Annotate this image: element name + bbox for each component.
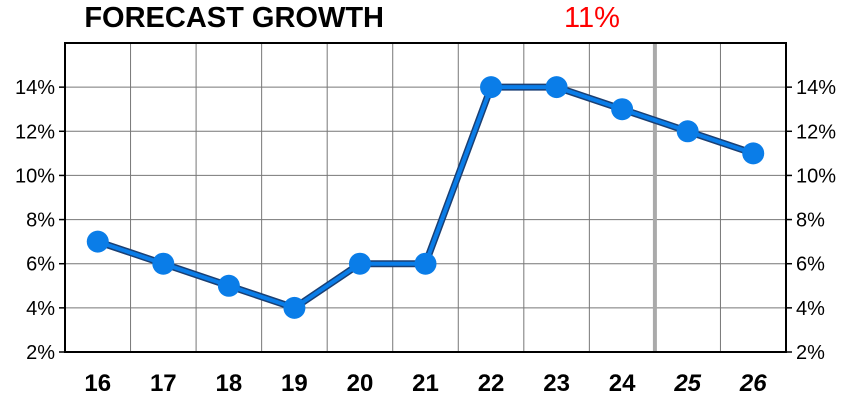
x-tick-label: 17: [150, 370, 177, 397]
data-point: [742, 142, 765, 165]
x-tick-label: 18: [216, 370, 243, 397]
plot-frame: [64, 42, 787, 353]
x-tick-label: 23: [543, 370, 570, 397]
y-tick-label-right: 10%: [796, 165, 836, 187]
x-tick-label: 25: [673, 370, 701, 397]
y-axis-left: 2% 4% 6% 8% 10% 12% 14%: [15, 77, 65, 364]
y-tick-label-left: 14%: [15, 77, 55, 99]
grid-lines: [65, 43, 786, 352]
x-tick-label: 26: [739, 370, 767, 397]
data-point: [545, 76, 568, 99]
data-point: [348, 252, 371, 275]
x-tick-label: 20: [347, 370, 374, 397]
y-tick-label-right: 12%: [796, 121, 836, 143]
data-point: [414, 252, 437, 275]
y-tick-label-left: 2%: [26, 342, 55, 364]
x-tick-label: 21: [412, 370, 439, 397]
y-tick-label-left: 8%: [26, 210, 55, 232]
data-point: [86, 230, 109, 253]
x-tick-label: 22: [478, 370, 505, 397]
x-tick-label: 24: [609, 370, 636, 397]
y-tick-label-right: 6%: [796, 254, 825, 276]
y-tick-label-left: 6%: [26, 254, 55, 276]
series-layer: [86, 76, 765, 319]
chart-title-value: 11%: [564, 2, 620, 34]
data-point: [283, 296, 306, 319]
data-point: [480, 76, 503, 99]
x-tick-label: 19: [281, 370, 308, 397]
y-tick-label-right: 4%: [796, 298, 825, 320]
data-point: [152, 252, 175, 275]
y-axis-right: 2% 4% 6% 8% 10% 12% 14%: [786, 77, 836, 364]
y-tick-label-left: 4%: [26, 298, 55, 320]
data-point: [611, 98, 634, 121]
data-point: [676, 120, 699, 143]
y-tick-label-right: 14%: [796, 77, 836, 99]
x-axis: 16 17 18 19 20 21 22 23 24 25 26: [84, 370, 767, 397]
x-tick-label: 16: [84, 370, 111, 397]
y-tick-label-right: 8%: [796, 210, 825, 232]
y-tick-label-left: 10%: [15, 165, 55, 187]
data-point: [217, 274, 240, 297]
y-tick-label-right: 2%: [796, 342, 825, 364]
chart-title: FORECAST GROWTH: [84, 2, 384, 34]
y-tick-label-left: 12%: [15, 121, 55, 143]
